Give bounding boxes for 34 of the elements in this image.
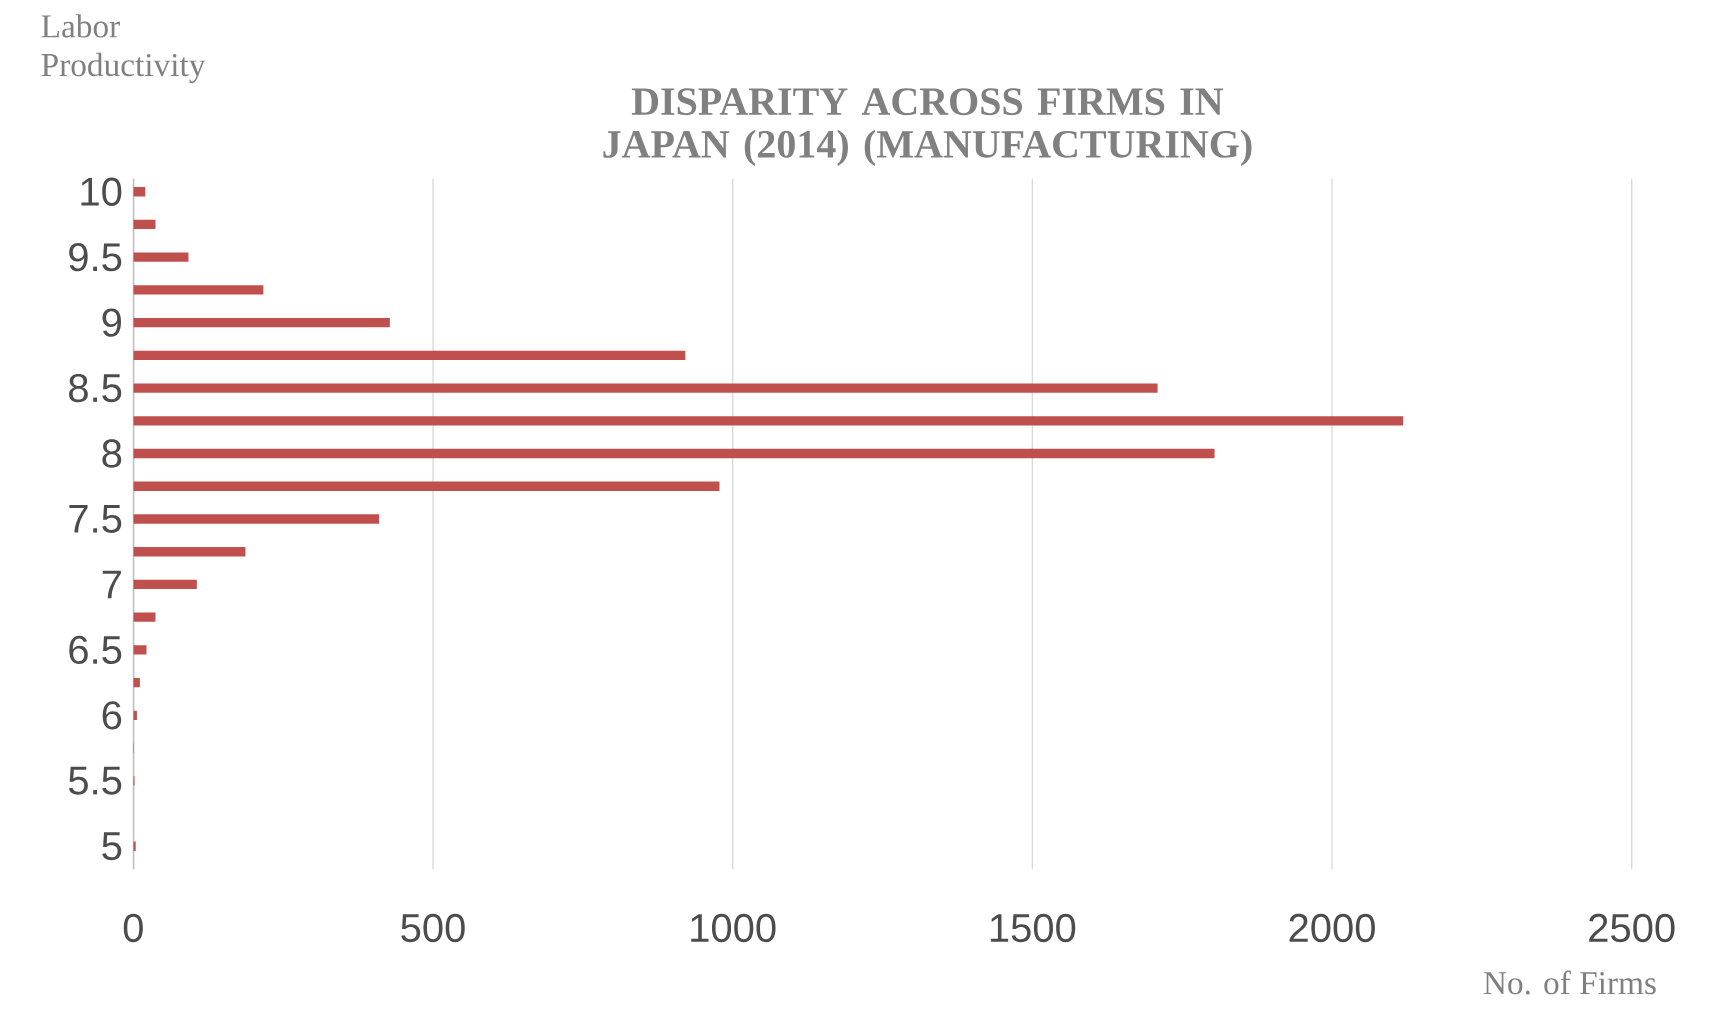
bar: [133, 448, 1215, 458]
y-tick-label: 9: [102, 308, 122, 337]
y-tick-label: 7.5: [69, 504, 122, 533]
y-tick-label: 7: [102, 570, 121, 598]
y-axis-title: Labor Productivity: [41, 13, 206, 83]
y-tick-label: 6.5: [69, 635, 122, 664]
bar: [133, 645, 147, 655]
y-tick-label: 5.5: [68, 766, 122, 795]
y-tick-label: 8.5: [69, 373, 122, 403]
x-tick-label: 500: [401, 913, 465, 942]
y-tick-label: 6: [102, 700, 122, 730]
y-tick-label: 9.5: [69, 242, 122, 272]
x-tick-label: 2500: [1589, 913, 1675, 942]
chart-title: DISPARITY ACROSS FIRMS IN JAPAN (2014) (MANUFACTURING): [603, 88, 1252, 166]
bar: [133, 579, 197, 589]
x-tick-label: 0: [123, 913, 143, 942]
x-axis-title: No. of Firms: [1483, 970, 1656, 995]
bar: [133, 415, 1404, 426]
bar: [133, 481, 720, 491]
bar: [133, 350, 686, 360]
bar: [133, 219, 156, 229]
bar: [133, 612, 156, 622]
bar: [133, 383, 1158, 393]
y-tick-label: 10: [81, 177, 122, 206]
x-tick-label: 1500: [990, 913, 1076, 942]
y-tick-label: 8: [102, 439, 122, 468]
bar: [133, 514, 380, 524]
bar: [133, 285, 264, 295]
bar: [133, 546, 246, 557]
x-tick-label: 1000: [691, 913, 776, 942]
x-tick-label: 2000: [1289, 913, 1375, 942]
bar: [133, 252, 189, 262]
bar: [133, 317, 390, 328]
y-tick-label: 5: [102, 832, 122, 860]
